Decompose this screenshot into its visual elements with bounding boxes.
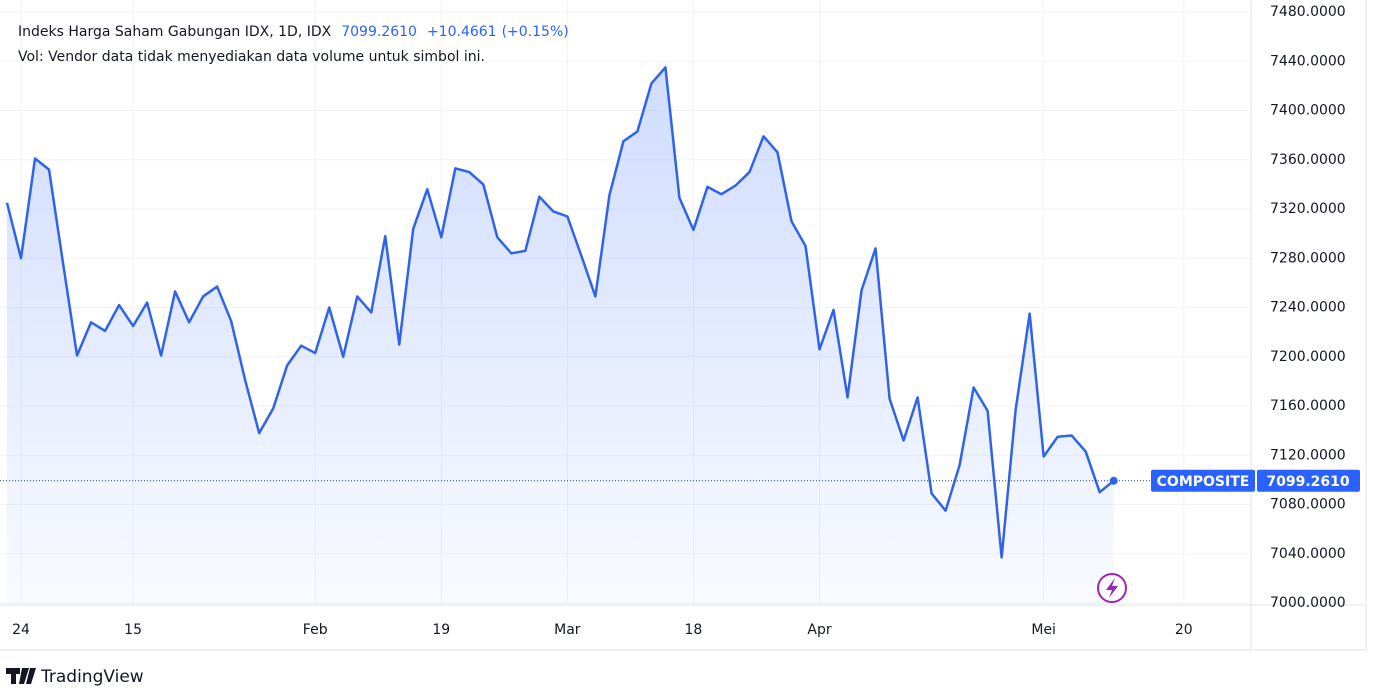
x-tick-label: 20 [1175,622,1193,638]
x-tick-label: 19 [432,622,450,638]
y-tick-label: 7400.0000 [1270,103,1346,119]
y-tick-label: 7040.0000 [1270,546,1346,562]
y-tick-label: 7080.0000 [1270,497,1346,513]
y-tick-label: 7240.0000 [1270,300,1346,316]
x-tick-label: 18 [685,622,703,638]
x-tick-label: Mar [554,622,581,638]
y-tick-label: 7120.0000 [1270,447,1346,463]
x-tick-label: 24 [12,622,30,638]
x-tick-label: 15 [124,622,142,638]
x-tick-label: Apr [807,622,831,638]
y-tick-label: 7440.0000 [1270,53,1346,69]
y-tick-label: 7320.0000 [1270,201,1346,217]
area-fill [7,67,1114,605]
lightning-icon[interactable] [1097,573,1127,603]
logo-mark[interactable] [6,668,36,684]
last-price: 7099.2610 [341,24,417,40]
y-tick-label: 7360.0000 [1270,152,1346,168]
price-change: +10.4661 [427,24,497,40]
symbol-badge [1151,469,1255,492]
icon-bolt[interactable] [1106,578,1118,598]
chart-title: Indeks Harga Saham Gabungan IDX, 1D, IDX… [18,24,569,40]
volume-note: Vol: Vendor data tidak menyediakan data … [18,49,485,65]
brand-name[interactable]: TradingView [40,667,144,687]
price-badge [1257,469,1360,492]
symbol-badge-label: COMPOSITE [1157,474,1250,490]
x-tick-label: Mei [1031,622,1056,638]
icon-circle[interactable] [1097,573,1127,603]
brand-logo[interactable]: TradingView [6,667,144,687]
y-tick-label: 7200.0000 [1270,349,1346,365]
y-tick-label: 7160.0000 [1270,398,1346,414]
price-line [5,66,1115,559]
y-tick-label: 7000.0000 [1270,595,1346,611]
price-badge-label: 7099.2610 [1266,474,1350,490]
y-tick-label: 7480.0000 [1270,4,1346,20]
y-tick-label: 7280.0000 [1270,250,1346,266]
symbol-title: Indeks Harga Saham Gabungan IDX, 1D, IDX [18,24,332,40]
last-point [1109,476,1118,485]
price-change-percent: (+0.15%) [502,24,569,40]
x-tick-label: Feb [303,622,328,638]
